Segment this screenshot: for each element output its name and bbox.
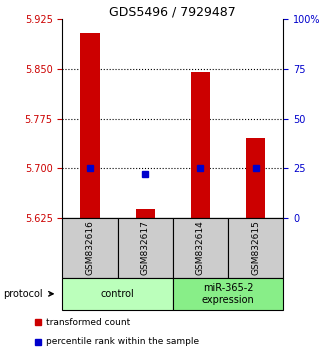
Title: GDS5496 / 7929487: GDS5496 / 7929487 <box>109 5 236 18</box>
Text: GSM832617: GSM832617 <box>141 220 150 275</box>
Bar <box>191 72 210 218</box>
Text: protocol: protocol <box>3 289 43 299</box>
Bar <box>62 278 173 310</box>
Bar <box>80 33 100 218</box>
Text: GSM832616: GSM832616 <box>85 220 94 275</box>
Text: GSM832614: GSM832614 <box>196 221 205 275</box>
Bar <box>173 218 228 278</box>
Bar <box>136 209 155 218</box>
Text: GSM832615: GSM832615 <box>251 220 260 275</box>
Bar <box>246 138 265 218</box>
Text: control: control <box>101 289 134 299</box>
Text: miR-365-2
expression: miR-365-2 expression <box>202 283 254 305</box>
Bar <box>62 218 118 278</box>
Text: percentile rank within the sample: percentile rank within the sample <box>46 337 199 346</box>
Bar <box>173 278 283 310</box>
Text: transformed count: transformed count <box>46 318 130 327</box>
Bar <box>228 218 283 278</box>
Bar <box>118 218 173 278</box>
